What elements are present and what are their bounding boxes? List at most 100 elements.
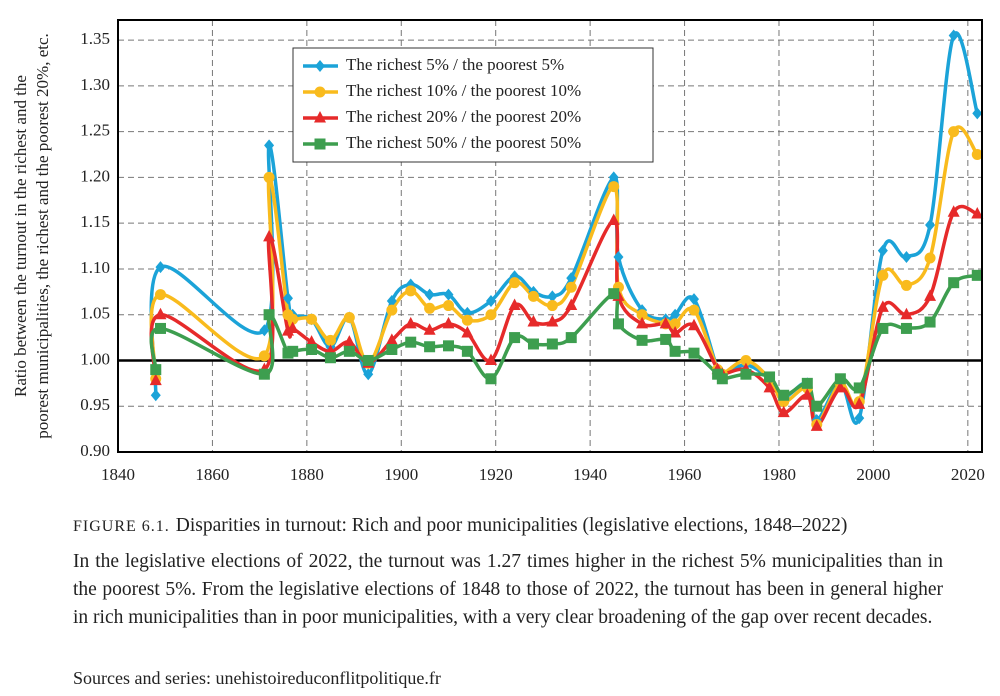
marker <box>343 345 355 357</box>
marker <box>777 405 790 418</box>
chart: Ratio between the turnout in the richest… <box>11 19 985 484</box>
marker <box>154 322 166 334</box>
figure-title: Disparities in turnout: Rich and poor mu… <box>175 515 848 536</box>
marker <box>924 252 936 264</box>
marker <box>948 277 960 289</box>
marker <box>763 380 776 393</box>
marker <box>324 352 336 364</box>
y-axis-label: Ratio between the turnout in the richest… <box>11 75 30 397</box>
marker <box>608 181 620 193</box>
marker <box>877 322 889 334</box>
marker <box>485 294 496 307</box>
marker <box>636 334 648 346</box>
marker <box>484 353 497 365</box>
marker <box>263 171 275 183</box>
x-tick-label: 1980 <box>762 465 796 484</box>
legend-label: The richest 10% / the poorest 10% <box>346 81 581 100</box>
x-tick-label: 2020 <box>951 465 985 484</box>
marker <box>924 289 937 301</box>
marker <box>286 321 299 333</box>
legend-marker <box>315 60 325 72</box>
marker <box>659 316 672 329</box>
marker <box>607 213 620 225</box>
marker <box>527 315 540 327</box>
marker <box>612 318 624 330</box>
marker <box>716 373 728 385</box>
marker <box>263 229 276 242</box>
marker <box>853 397 866 409</box>
marker <box>670 308 681 321</box>
series-line <box>149 204 978 429</box>
marker <box>608 288 620 300</box>
y-tick-label: 1.05 <box>80 304 110 323</box>
marker <box>801 388 814 400</box>
marker <box>405 336 417 348</box>
plot-frame <box>117 19 983 453</box>
marker <box>801 377 813 389</box>
marker <box>688 304 700 316</box>
marker <box>689 293 699 306</box>
marker <box>546 300 558 312</box>
marker <box>901 251 912 264</box>
marker <box>509 332 521 344</box>
marker <box>258 350 270 362</box>
legend: The richest 5% / the poorest 5% The riche… <box>292 47 654 163</box>
y-tick-label: 1.30 <box>80 75 110 94</box>
marker <box>669 326 682 338</box>
marker <box>343 335 356 347</box>
x-tick-label: 1940 <box>573 465 607 484</box>
sources: Sources and series: unehistoireduconflit… <box>73 668 441 688</box>
marker <box>263 309 275 321</box>
marker <box>764 371 776 383</box>
marker <box>948 29 959 42</box>
marker <box>363 368 374 381</box>
marker <box>669 318 681 330</box>
marker <box>324 334 336 346</box>
marker <box>971 207 984 219</box>
marker <box>442 340 454 352</box>
y-tick-label: 1.15 <box>80 212 110 231</box>
marker <box>740 354 752 366</box>
marker <box>924 316 936 328</box>
marker <box>386 304 398 316</box>
marker <box>385 333 398 345</box>
marker <box>688 318 700 331</box>
marker <box>660 333 672 345</box>
marker <box>853 382 865 394</box>
marker <box>900 322 912 334</box>
marker <box>423 323 436 335</box>
x-tick-label: 1960 <box>668 465 702 484</box>
marker <box>877 269 889 281</box>
y-tick-label: 1.25 <box>80 121 110 140</box>
caption-text: In the legislative elections of 2022, th… <box>73 551 943 628</box>
y-tick-label: 1.00 <box>80 349 110 368</box>
marker <box>154 289 166 301</box>
marker <box>565 281 577 293</box>
x-tick-label: 1880 <box>290 465 324 484</box>
figure-caption: FIGURE 6.1. Disparities in turnout: Rich … <box>73 512 943 541</box>
marker <box>264 139 275 152</box>
marker <box>810 419 823 431</box>
x-tick-label: 1840 <box>101 465 135 484</box>
legend-label: The richest 20% / the poorest 20% <box>346 107 581 126</box>
y-tick-label: 0.90 <box>80 441 110 460</box>
figure-number: FIGURE 6.1. <box>73 518 170 535</box>
marker <box>343 311 355 323</box>
marker <box>424 302 436 314</box>
marker <box>149 373 162 386</box>
marker <box>669 345 681 357</box>
x-tick-label: 2000 <box>856 465 890 484</box>
y-tick-label: 1.10 <box>80 258 110 277</box>
marker <box>508 298 521 311</box>
marker <box>565 332 577 344</box>
legend-label: The richest 5% / the poorest 5% <box>346 55 564 74</box>
marker <box>972 107 983 120</box>
marker <box>547 290 558 303</box>
marker <box>876 300 889 312</box>
y-tick-label: 1.35 <box>80 29 110 48</box>
marker <box>509 277 521 289</box>
marker <box>150 364 162 376</box>
marker <box>306 343 318 355</box>
marker <box>424 288 435 301</box>
